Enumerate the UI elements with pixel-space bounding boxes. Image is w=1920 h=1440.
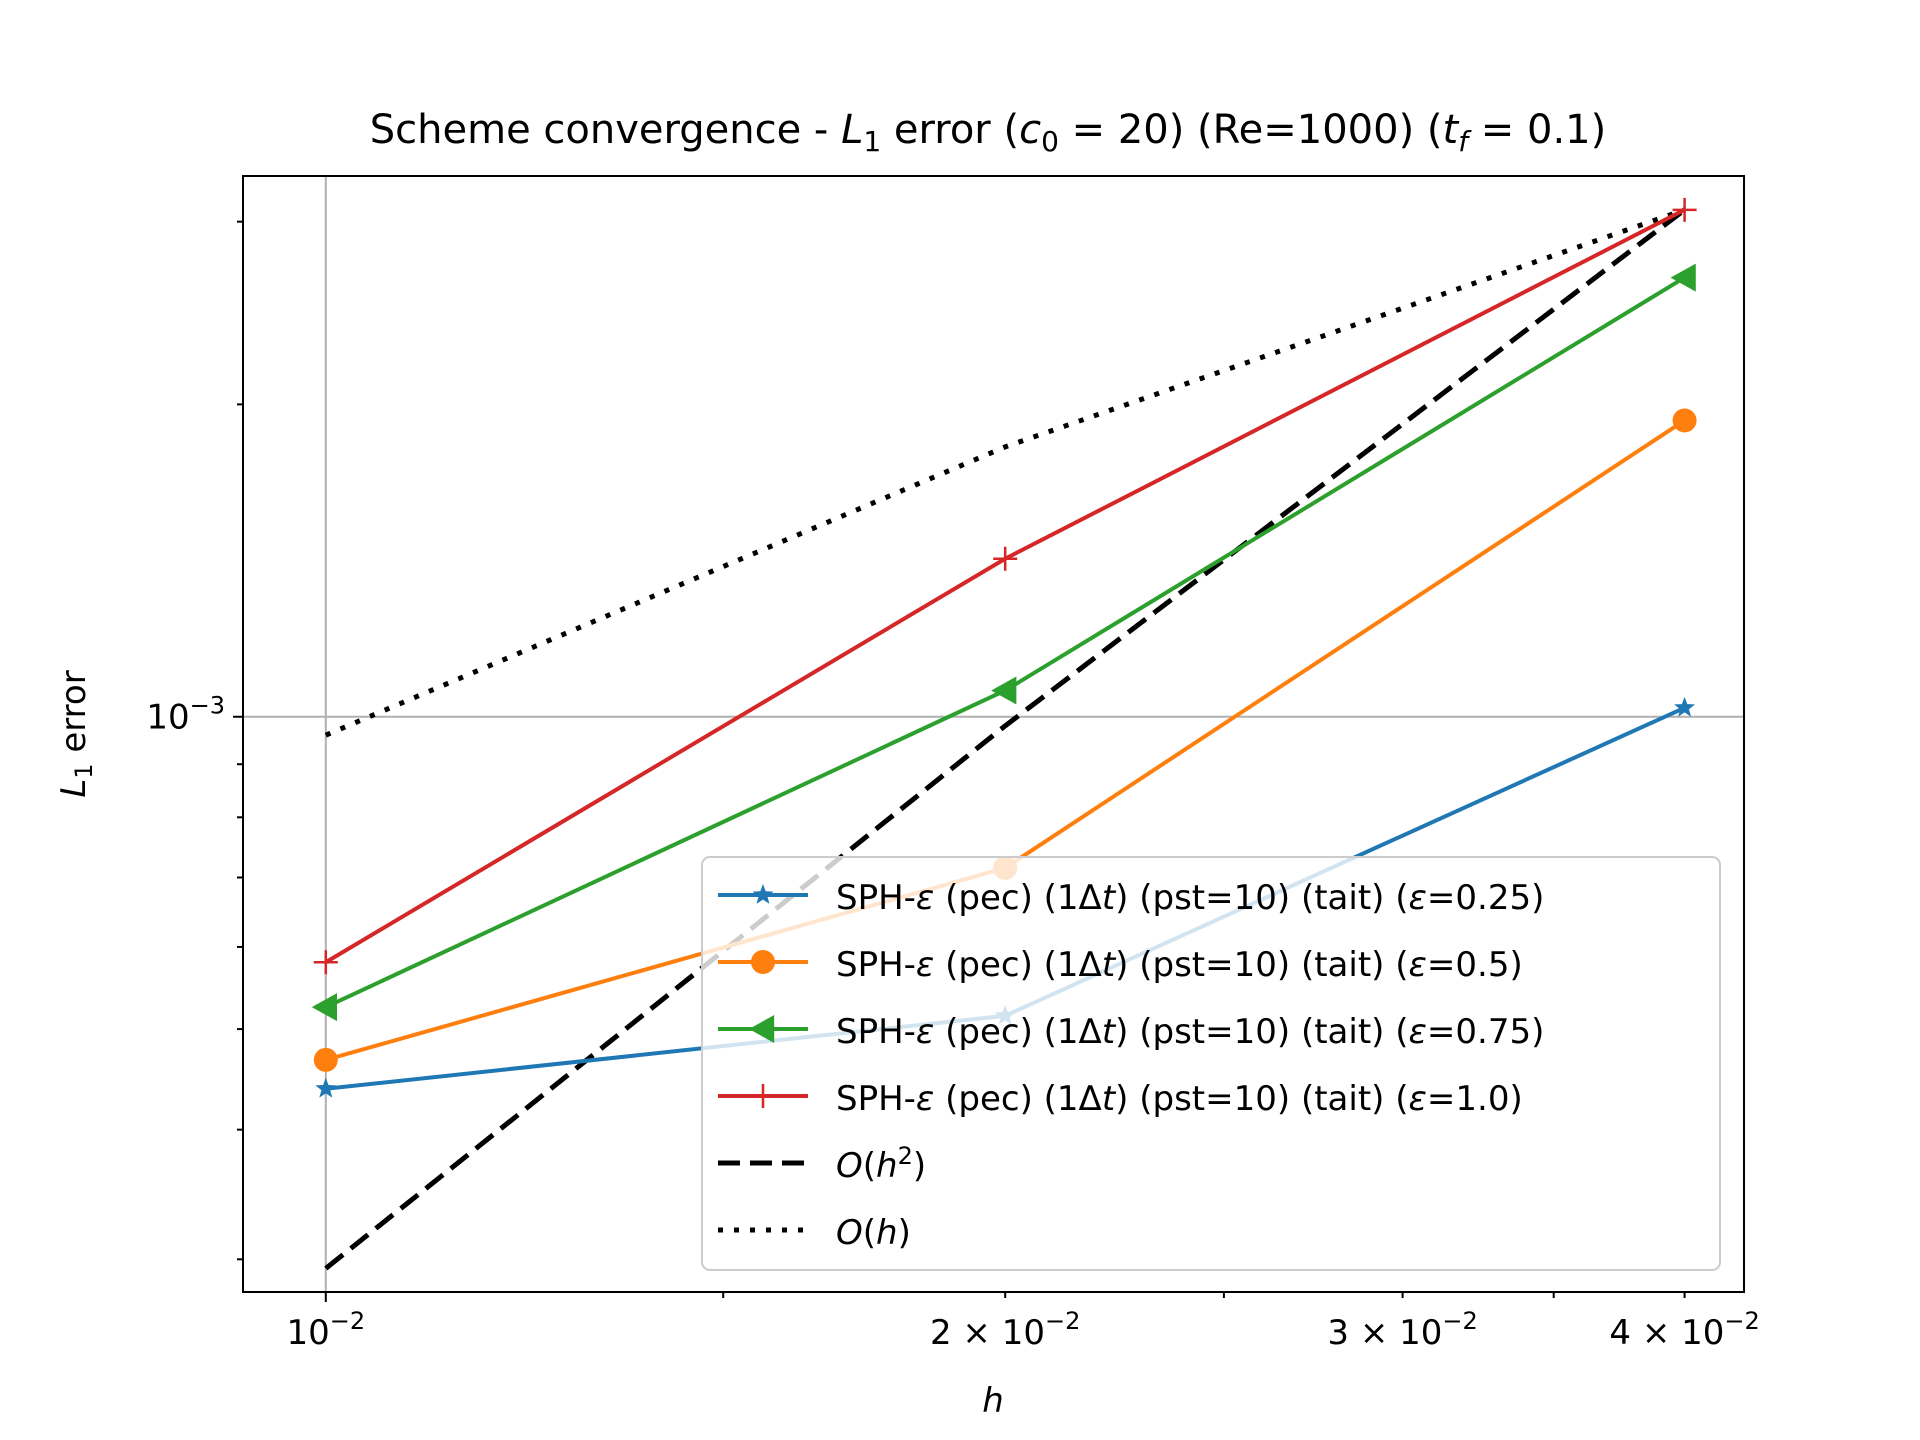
legend-label-eps-0.5: SPH-ε (pec) (1Δt) (pst=10) (tait) (ε=0.5… [836, 945, 1523, 985]
legend-label-order-h2: O(h2) [836, 1142, 926, 1186]
legend-label-order-h: O(h) [836, 1213, 911, 1253]
series-0-point [1674, 696, 1696, 717]
series-2-point [311, 993, 337, 1022]
series-2-point [1670, 263, 1696, 292]
legend-sample-marker [751, 950, 775, 974]
legend-label-eps-1.0: SPH-ε (pec) (1Δt) (pst=10) (tait) (ε=1.0… [836, 1079, 1523, 1119]
series-0-point [315, 1077, 337, 1098]
legend-sample-marker [751, 1084, 775, 1108]
series-3-point [313, 950, 338, 975]
series-1-point [313, 1047, 338, 1072]
series-2-point [991, 676, 1017, 705]
legend-sample-marker [749, 1015, 775, 1043]
legend-samples [718, 884, 808, 1233]
legend-label-eps-0.75: SPH-ε (pec) (1Δt) (pst=10) (tait) (ε=0.7… [836, 1012, 1544, 1052]
legend: SPH-ε (pec) (1Δt) (pst=10) (tait) (ε=0.2… [701, 856, 1721, 1271]
x-tick-label: 2 × 10−2 [930, 1307, 1080, 1353]
y-tick-label: 10−3 [146, 692, 225, 738]
legend-label-eps-0.25: SPH-ε (pec) (1Δt) (pst=10) (tait) (ε=0.2… [836, 878, 1544, 918]
legend-sample-marker [752, 884, 774, 904]
series-3-point [1672, 197, 1697, 222]
x-tick-label: 4 × 10−2 [1609, 1307, 1759, 1353]
series-3-point [993, 546, 1018, 571]
y-axis-label: L1 error [54, 670, 98, 797]
plot-frame [242, 175, 1745, 1293]
x-axis-label: h [982, 1381, 1004, 1421]
series-line-4 [324, 207, 1687, 1271]
legend-box [701, 856, 1721, 1271]
chart-title: Scheme convergence - L1 error (c0 = 20) … [370, 107, 1606, 158]
axis-ticks: 10−2 2 × 10−2 3 × 10−2 4 × 10−2 10−3 [146, 220, 1760, 1353]
x-tick-label: 3 × 10−2 [1327, 1307, 1477, 1353]
series-1-point [1672, 408, 1697, 433]
series-line-5 [324, 207, 1686, 738]
x-tick-label: 10−2 [286, 1307, 365, 1353]
